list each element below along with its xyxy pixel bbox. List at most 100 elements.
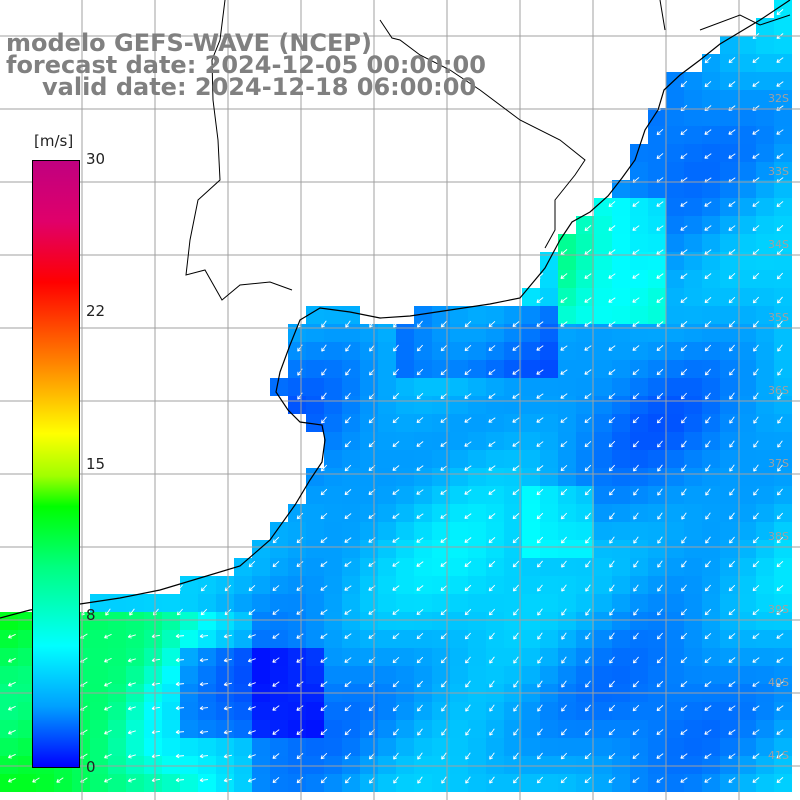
wind-cell: [540, 558, 558, 576]
wind-cell: [684, 72, 702, 90]
wind-arrow: [393, 344, 399, 352]
wind-arrow: [175, 657, 185, 663]
wind-cell: [18, 630, 36, 648]
wind-arrow: [465, 704, 471, 712]
wind-arrow: [753, 440, 759, 448]
wind-cell: [180, 594, 198, 612]
wind-arrow: [728, 320, 736, 328]
wind-cell: [324, 630, 342, 648]
wind-cell: [594, 702, 612, 720]
wind-cell: [396, 558, 414, 576]
wind-cell: [486, 612, 504, 630]
wind-cell: [468, 720, 486, 738]
wind-cell: [342, 558, 360, 576]
wind-arrow: [753, 344, 759, 352]
wind-arrow: [704, 777, 712, 783]
wind-cell: [396, 324, 414, 342]
wind-arrow: [512, 536, 520, 544]
wind-cell: [90, 738, 108, 756]
wind-cell: [234, 594, 252, 612]
wind-cell: [558, 594, 576, 612]
wind-cell: [432, 450, 450, 468]
wind-cell: [378, 414, 396, 432]
wind-cell: [450, 630, 468, 648]
wind-arrow: [776, 657, 784, 663]
wind-cell: [702, 468, 720, 486]
wind-cell: [180, 774, 198, 792]
wind-cell: [684, 324, 702, 342]
wind-arrow: [609, 656, 615, 664]
wind-arrow: [632, 729, 640, 736]
wind-cell: [162, 756, 180, 774]
wind-arrow: [488, 369, 496, 375]
wind-arrow: [704, 368, 711, 376]
wind-arrow: [441, 680, 447, 688]
wind-arrow: [704, 273, 712, 279]
wind-arrow: [681, 464, 687, 472]
wind-cell: [630, 468, 648, 486]
wind-cell: [504, 378, 522, 396]
wind-cell: [540, 522, 558, 540]
wind-arrow: [584, 752, 592, 760]
wind-cell: [216, 738, 234, 756]
wind-cell: [306, 594, 324, 612]
wind-cell: [738, 756, 756, 774]
wind-cell: [450, 486, 468, 504]
wind-cell: [216, 702, 234, 720]
wind-cell: [522, 720, 540, 738]
wind-cell: [504, 522, 522, 540]
wind-cell: [252, 720, 270, 738]
wind-arrow: [704, 681, 712, 687]
wind-arrow: [752, 777, 760, 783]
wind-cell: [18, 666, 36, 684]
wind-cell: [162, 594, 180, 612]
wind-cell: [414, 468, 432, 486]
lat-label: 40S: [768, 676, 789, 689]
wind-cell: [738, 414, 756, 432]
wind-cell: [468, 702, 486, 720]
wind-arrow: [656, 297, 664, 303]
wind-cell: [360, 630, 378, 648]
wind-arrow: [657, 512, 663, 520]
wind-cell: [378, 576, 396, 594]
wind-arrow: [776, 57, 784, 63]
wind-cell: [450, 648, 468, 666]
wind-arrow: [657, 440, 663, 448]
wind-cell: [360, 594, 378, 612]
wind-arrow: [704, 56, 712, 64]
wind-cell: [774, 558, 792, 576]
wind-arrow: [464, 441, 472, 447]
wind-cell: [630, 252, 648, 270]
wind-arrow: [536, 512, 544, 520]
lat-label: 39S: [768, 603, 789, 616]
wind-cell: [648, 252, 666, 270]
wind-arrow: [344, 464, 352, 472]
wind-arrow: [609, 560, 615, 568]
wind-cell: [738, 612, 756, 630]
wind-cell: [342, 342, 360, 360]
wind-cell: [756, 252, 774, 270]
wind-arrow: [416, 489, 424, 495]
wind-cell: [540, 324, 558, 342]
wind-cell: [612, 180, 630, 198]
wind-arrow: [344, 416, 351, 424]
wind-arrow: [752, 560, 760, 568]
wind-cell: [450, 432, 468, 450]
wind-cell: [414, 756, 432, 774]
wind-arrow: [632, 297, 640, 303]
wind-arrow: [247, 658, 256, 663]
wind-arrow: [296, 609, 304, 615]
wind-arrow: [392, 537, 400, 543]
wind-cell: [630, 450, 648, 468]
wind-arrow: [752, 657, 760, 663]
wind-cell: [648, 288, 666, 306]
wind-arrow: [537, 680, 543, 688]
wind-arrow: [608, 225, 616, 231]
wind-arrow: [584, 488, 592, 496]
wind-arrow: [464, 465, 472, 471]
wind-cell: [486, 720, 504, 738]
wind-cell: [306, 738, 324, 756]
wind-cell: [414, 774, 432, 792]
wind-arrow: [560, 776, 568, 784]
wind-cell: [306, 360, 324, 378]
